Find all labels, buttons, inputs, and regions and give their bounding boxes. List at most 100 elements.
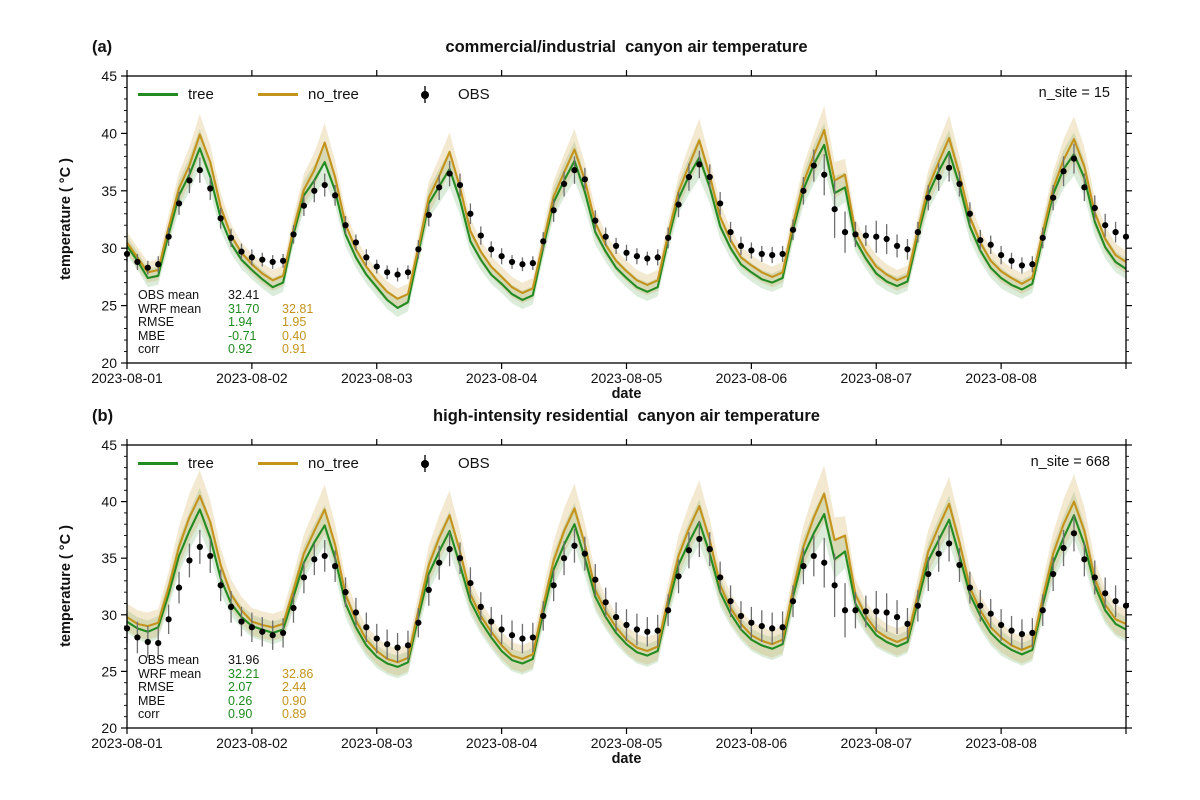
svg-text:2023-08-08: 2023-08-08 [965,370,1037,386]
panel-a-stats: OBS mean 32.41 WRF mean 31.70 32.81 RMSE 1.9… [138,288,336,357]
svg-text:2023-08-07: 2023-08-07 [840,370,912,386]
svg-text:20: 20 [101,355,117,371]
obs-errorbars [126,143,1127,282]
panel-b-tag: (b) [92,407,114,425]
svg-text:2023-08-02: 2023-08-02 [216,370,288,386]
stat-value: 0.89 [282,707,307,722]
stat-value: 32.86 [282,666,314,681]
stats-row: RMSE 1.94 1.95 [138,316,336,330]
tree-line-swatch-icon [138,462,178,465]
stat-value: -0.71 [228,328,257,343]
obs-dot-glyph [420,91,429,99]
legend-label-obs: OBS [458,86,490,103]
stats-row: OBS mean 32.41 [138,288,336,303]
svg-text:2023-08-04: 2023-08-04 [466,370,538,386]
legend-item-no-tree: no_tree [258,454,398,474]
stat-label: OBS mean [138,288,200,302]
panel-b-x-axis-label: date [611,751,642,767]
stats-row: RMSE 2.07 2.44 [138,681,336,695]
stat-label: MBE [138,328,166,343]
stat-value: 2.44 [282,680,307,695]
panel-a-tag: (a) [92,38,113,56]
svg-text:2023-08-03: 2023-08-03 [341,735,413,751]
svg-text:2023-08-04: 2023-08-04 [466,735,538,751]
stats-row: corr 0.92 0.91 [138,343,336,357]
axis-tick-labels: 2023-08-01 2023-08-02 2023-08-03 2023-08-04… [91,68,1037,386]
axis-tick-labels: 2023-08-01 2023-08-02 2023-08-03 2023-08-04… [91,437,1037,751]
no-tree-line-swatch-icon [258,93,298,96]
svg-text:2023-08-05: 2023-08-05 [591,370,663,386]
stat-value: 0.90 [282,693,307,708]
stat-label: WRF mean [138,666,202,681]
svg-text:25: 25 [101,663,117,679]
panel-b-title: high-intensity residential canyon air te… [433,407,820,425]
panel-a-y-axis-label: temperature ( °C ) [58,158,74,280]
stat-value: 0.92 [228,342,253,357]
tree-uncertainty-band [127,123,1126,318]
stat-label: corr [138,342,160,357]
stat-value: 0.26 [228,693,253,708]
legend-label-no-tree: no_tree [308,455,359,472]
svg-text:30: 30 [101,607,117,623]
no-tree-line-swatch-icon [258,462,298,465]
axis-ticks [121,70,1132,369]
tree-line-swatch-icon [138,93,178,96]
panel-b-graphics: 2023-08-01 2023-08-02 2023-08-03 2023-08-04… [91,437,1132,751]
obs-point-errorbar-icon [420,85,430,105]
stat-label: MBE [138,693,166,708]
stat-value: 2.07 [228,680,253,695]
stat-label: RMSE [138,315,175,330]
obs-dot-glyph [420,460,429,468]
panel-a-title: commercial/industrial canyon air tempera… [445,38,808,56]
obs-point-errorbar-icon [420,454,430,474]
svg-text:2023-08-06: 2023-08-06 [716,735,788,751]
stat-label: WRF mean [138,301,202,316]
panel-a-x-axis-label: date [611,386,642,402]
svg-text:2023-08-03: 2023-08-03 [341,370,413,386]
stat-value: 32.81 [282,301,314,316]
legend-label-obs: OBS [458,455,490,472]
axis-ticks [121,439,1132,734]
stat-label: corr [138,707,160,722]
panel-a-n-site: n_site = 15 [1038,85,1110,101]
stats-row: corr 0.90 0.89 [138,708,336,722]
panel-b-y-axis-label: temperature ( °C ) [58,525,74,647]
stat-value: 0.40 [282,328,307,343]
panel-a-graphics: 2023-08-01 2023-08-02 2023-08-03 2023-08-04… [91,68,1132,386]
stats-row: OBS mean 31.96 [138,653,336,668]
legend-item-obs: OBS [408,85,508,105]
svg-text:2023-08-02: 2023-08-02 [216,735,288,751]
panel-b-stats: OBS mean 31.96 WRF mean 32.21 32.86 RMSE 2.0… [138,653,336,722]
stat-value: 0.91 [282,342,307,357]
svg-text:45: 45 [101,68,117,84]
stats-row: MBE -0.71 0.40 [138,328,336,344]
legend-label-tree: tree [188,86,214,103]
stat-value: 32.21 [228,666,260,681]
svg-text:2023-08-01: 2023-08-01 [91,370,163,386]
stats-row: WRF mean 32.21 32.86 [138,666,336,682]
panel-b-n-site: n_site = 668 [1030,454,1110,470]
panel-a-legend: tree no_tree OBS [130,85,610,105]
stats-row: MBE 0.26 0.90 [138,693,336,709]
svg-text:2023-08-01: 2023-08-01 [91,735,163,751]
svg-text:25: 25 [101,298,117,314]
svg-text:45: 45 [101,437,117,453]
legend-label-no-tree: no_tree [308,86,359,103]
svg-text:2023-08-05: 2023-08-05 [591,735,663,751]
stat-label: OBS mean [138,653,200,667]
stat-value: 1.94 [228,315,253,330]
no_tree-uncertainty-band [127,105,1126,309]
svg-text:20: 20 [101,720,117,736]
svg-text:2023-08-07: 2023-08-07 [840,735,912,751]
stat-value: 31.96 [228,653,260,667]
obs-points [123,155,1130,278]
stat-value: 0.90 [228,707,253,722]
svg-text:35: 35 [101,183,117,199]
svg-text:2023-08-08: 2023-08-08 [965,735,1037,751]
legend-item-tree: tree [138,454,258,474]
legend-item-obs: OBS [408,454,508,474]
svg-text:2023-08-06: 2023-08-06 [716,370,788,386]
obs-points [123,530,1130,651]
